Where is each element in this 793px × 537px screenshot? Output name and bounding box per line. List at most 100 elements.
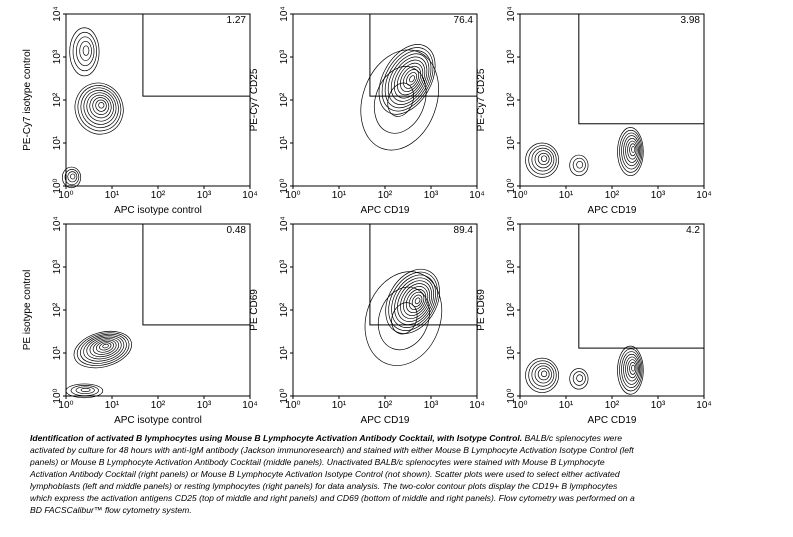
plot-panel: 10⁰ 10¹ 10² 10³ 10⁴ 10⁰ 10¹ 10² 10³ 10⁴ 3.98 APC CD… xyxy=(476,6,712,216)
contour-line xyxy=(531,362,555,387)
contour-line xyxy=(70,173,76,180)
contour-line xyxy=(537,152,550,166)
x-axis-title: APC isotype control xyxy=(114,205,202,216)
y-tick-label: 10² xyxy=(506,92,517,107)
y-tick-label: 10³ xyxy=(279,259,290,274)
contour-line xyxy=(623,135,640,167)
contour-line xyxy=(390,56,428,102)
gate xyxy=(369,13,478,97)
contour-line xyxy=(405,288,427,314)
contour-line xyxy=(623,353,640,385)
y-tick-label: 10⁴ xyxy=(52,6,63,21)
contour-line xyxy=(72,31,97,72)
y-tick-label: 10¹ xyxy=(279,345,290,360)
x-axis-title: APC isotype control xyxy=(114,415,202,426)
y-tick-label: 10⁴ xyxy=(52,216,63,231)
contour-line xyxy=(65,383,104,399)
contour-line xyxy=(414,297,421,305)
contour-line xyxy=(95,340,114,353)
y-tick-label: 10² xyxy=(52,92,63,107)
y-tick-label: 10¹ xyxy=(52,135,63,150)
x-axis-title: APC CD19 xyxy=(588,205,637,216)
x-tick-label: 10⁰ xyxy=(58,190,73,201)
contour-line xyxy=(99,342,112,351)
contour-line xyxy=(391,302,418,335)
contour-line xyxy=(80,387,91,393)
contour-line xyxy=(534,365,552,384)
y-tick-label: 10¹ xyxy=(506,135,517,150)
y-tick-label: 10⁰ xyxy=(52,388,63,403)
y-tick-label: 10³ xyxy=(52,49,63,64)
contour-line xyxy=(102,343,109,349)
contour-line xyxy=(531,147,555,172)
contour-line xyxy=(627,140,638,160)
contour-line xyxy=(79,40,92,61)
x-tick-label: 10³ xyxy=(197,190,212,201)
plot-frame xyxy=(65,13,251,187)
y-tick-label: 10² xyxy=(506,302,517,317)
plot-frame xyxy=(292,13,478,187)
contour-line xyxy=(86,92,114,122)
y-tick-label: 10⁰ xyxy=(52,178,63,193)
x-tick-label: 10¹ xyxy=(559,400,574,411)
y-axis-title: PE isotype control xyxy=(22,270,33,351)
contour-line xyxy=(406,72,417,86)
y-tick-label: 10⁴ xyxy=(279,6,290,21)
y-axis-title: PE CD69 xyxy=(249,289,260,331)
x-tick-label: 10¹ xyxy=(559,190,574,201)
gate xyxy=(142,13,251,97)
caption-lead: Identification of activated B lymphocyte… xyxy=(30,433,523,443)
y-tick-label: 10⁰ xyxy=(279,388,290,403)
x-tick-label: 10⁴ xyxy=(469,400,484,411)
contour-line xyxy=(69,27,100,77)
contour-line xyxy=(397,280,433,322)
contour-line xyxy=(67,171,78,183)
contour-line xyxy=(92,339,117,355)
plot-frame xyxy=(65,223,251,397)
y-axis-title: PE-Cy7 CD25 xyxy=(249,68,260,131)
y-tick-label: 10⁴ xyxy=(279,216,290,231)
contour-line xyxy=(631,364,636,372)
contour-line xyxy=(82,45,90,56)
y-tick-label: 10³ xyxy=(279,49,290,64)
gate-percent: 1.27 xyxy=(227,15,247,26)
gate xyxy=(578,13,705,125)
y-tick-label: 10¹ xyxy=(506,345,517,360)
contour-line xyxy=(572,157,586,173)
contour-line xyxy=(528,360,557,390)
x-axis-title: APC CD19 xyxy=(361,205,410,216)
contour-line xyxy=(80,333,127,364)
gate-percent: 0.48 xyxy=(227,225,247,236)
contour-line xyxy=(384,50,432,109)
x-tick-label: 10¹ xyxy=(332,400,347,411)
y-tick-label: 10³ xyxy=(506,49,517,64)
y-tick-label: 10² xyxy=(279,92,290,107)
x-tick-label: 10² xyxy=(605,400,620,411)
y-axis-title: PE-Cy7 CD25 xyxy=(476,68,487,131)
contour-line xyxy=(400,65,422,92)
x-tick-label: 10² xyxy=(378,190,393,201)
contour-line xyxy=(409,75,415,83)
plot-frame xyxy=(519,13,705,187)
contour-line xyxy=(400,283,431,319)
gate xyxy=(142,223,251,326)
contour-line xyxy=(393,59,426,99)
contour-line xyxy=(629,143,637,157)
contour-line xyxy=(387,82,414,117)
x-tick-label: 10³ xyxy=(424,400,439,411)
y-tick-label: 10² xyxy=(279,302,290,317)
x-tick-label: 10² xyxy=(605,190,620,201)
x-tick-label: 10³ xyxy=(197,400,212,411)
x-axis-title: APC CD19 xyxy=(361,415,410,426)
y-axis-title: PE-Cy7 isotype control xyxy=(22,49,33,151)
contour-line xyxy=(621,132,642,170)
y-tick-label: 10³ xyxy=(52,259,63,274)
plots: 10⁰ 10¹ 10² 10³ 10⁴ 10⁰ 10¹ 10² 10³ 10⁴ 1.27 APC is… xyxy=(22,6,712,426)
plot-panel: 10⁰ 10¹ 10² 10³ 10⁴ 10⁰ 10¹ 10² 10³ 10⁴ 89.4 APC CD… xyxy=(249,216,485,426)
contour-line xyxy=(391,274,436,328)
y-tick-label: 10⁰ xyxy=(279,178,290,193)
contour-line xyxy=(364,271,443,366)
x-tick-label: 10⁰ xyxy=(512,400,527,411)
plot-panel: 10⁰ 10¹ 10² 10³ 10⁴ 10⁰ 10¹ 10² 10³ 10⁴ 76.4 APC CD… xyxy=(249,6,485,216)
